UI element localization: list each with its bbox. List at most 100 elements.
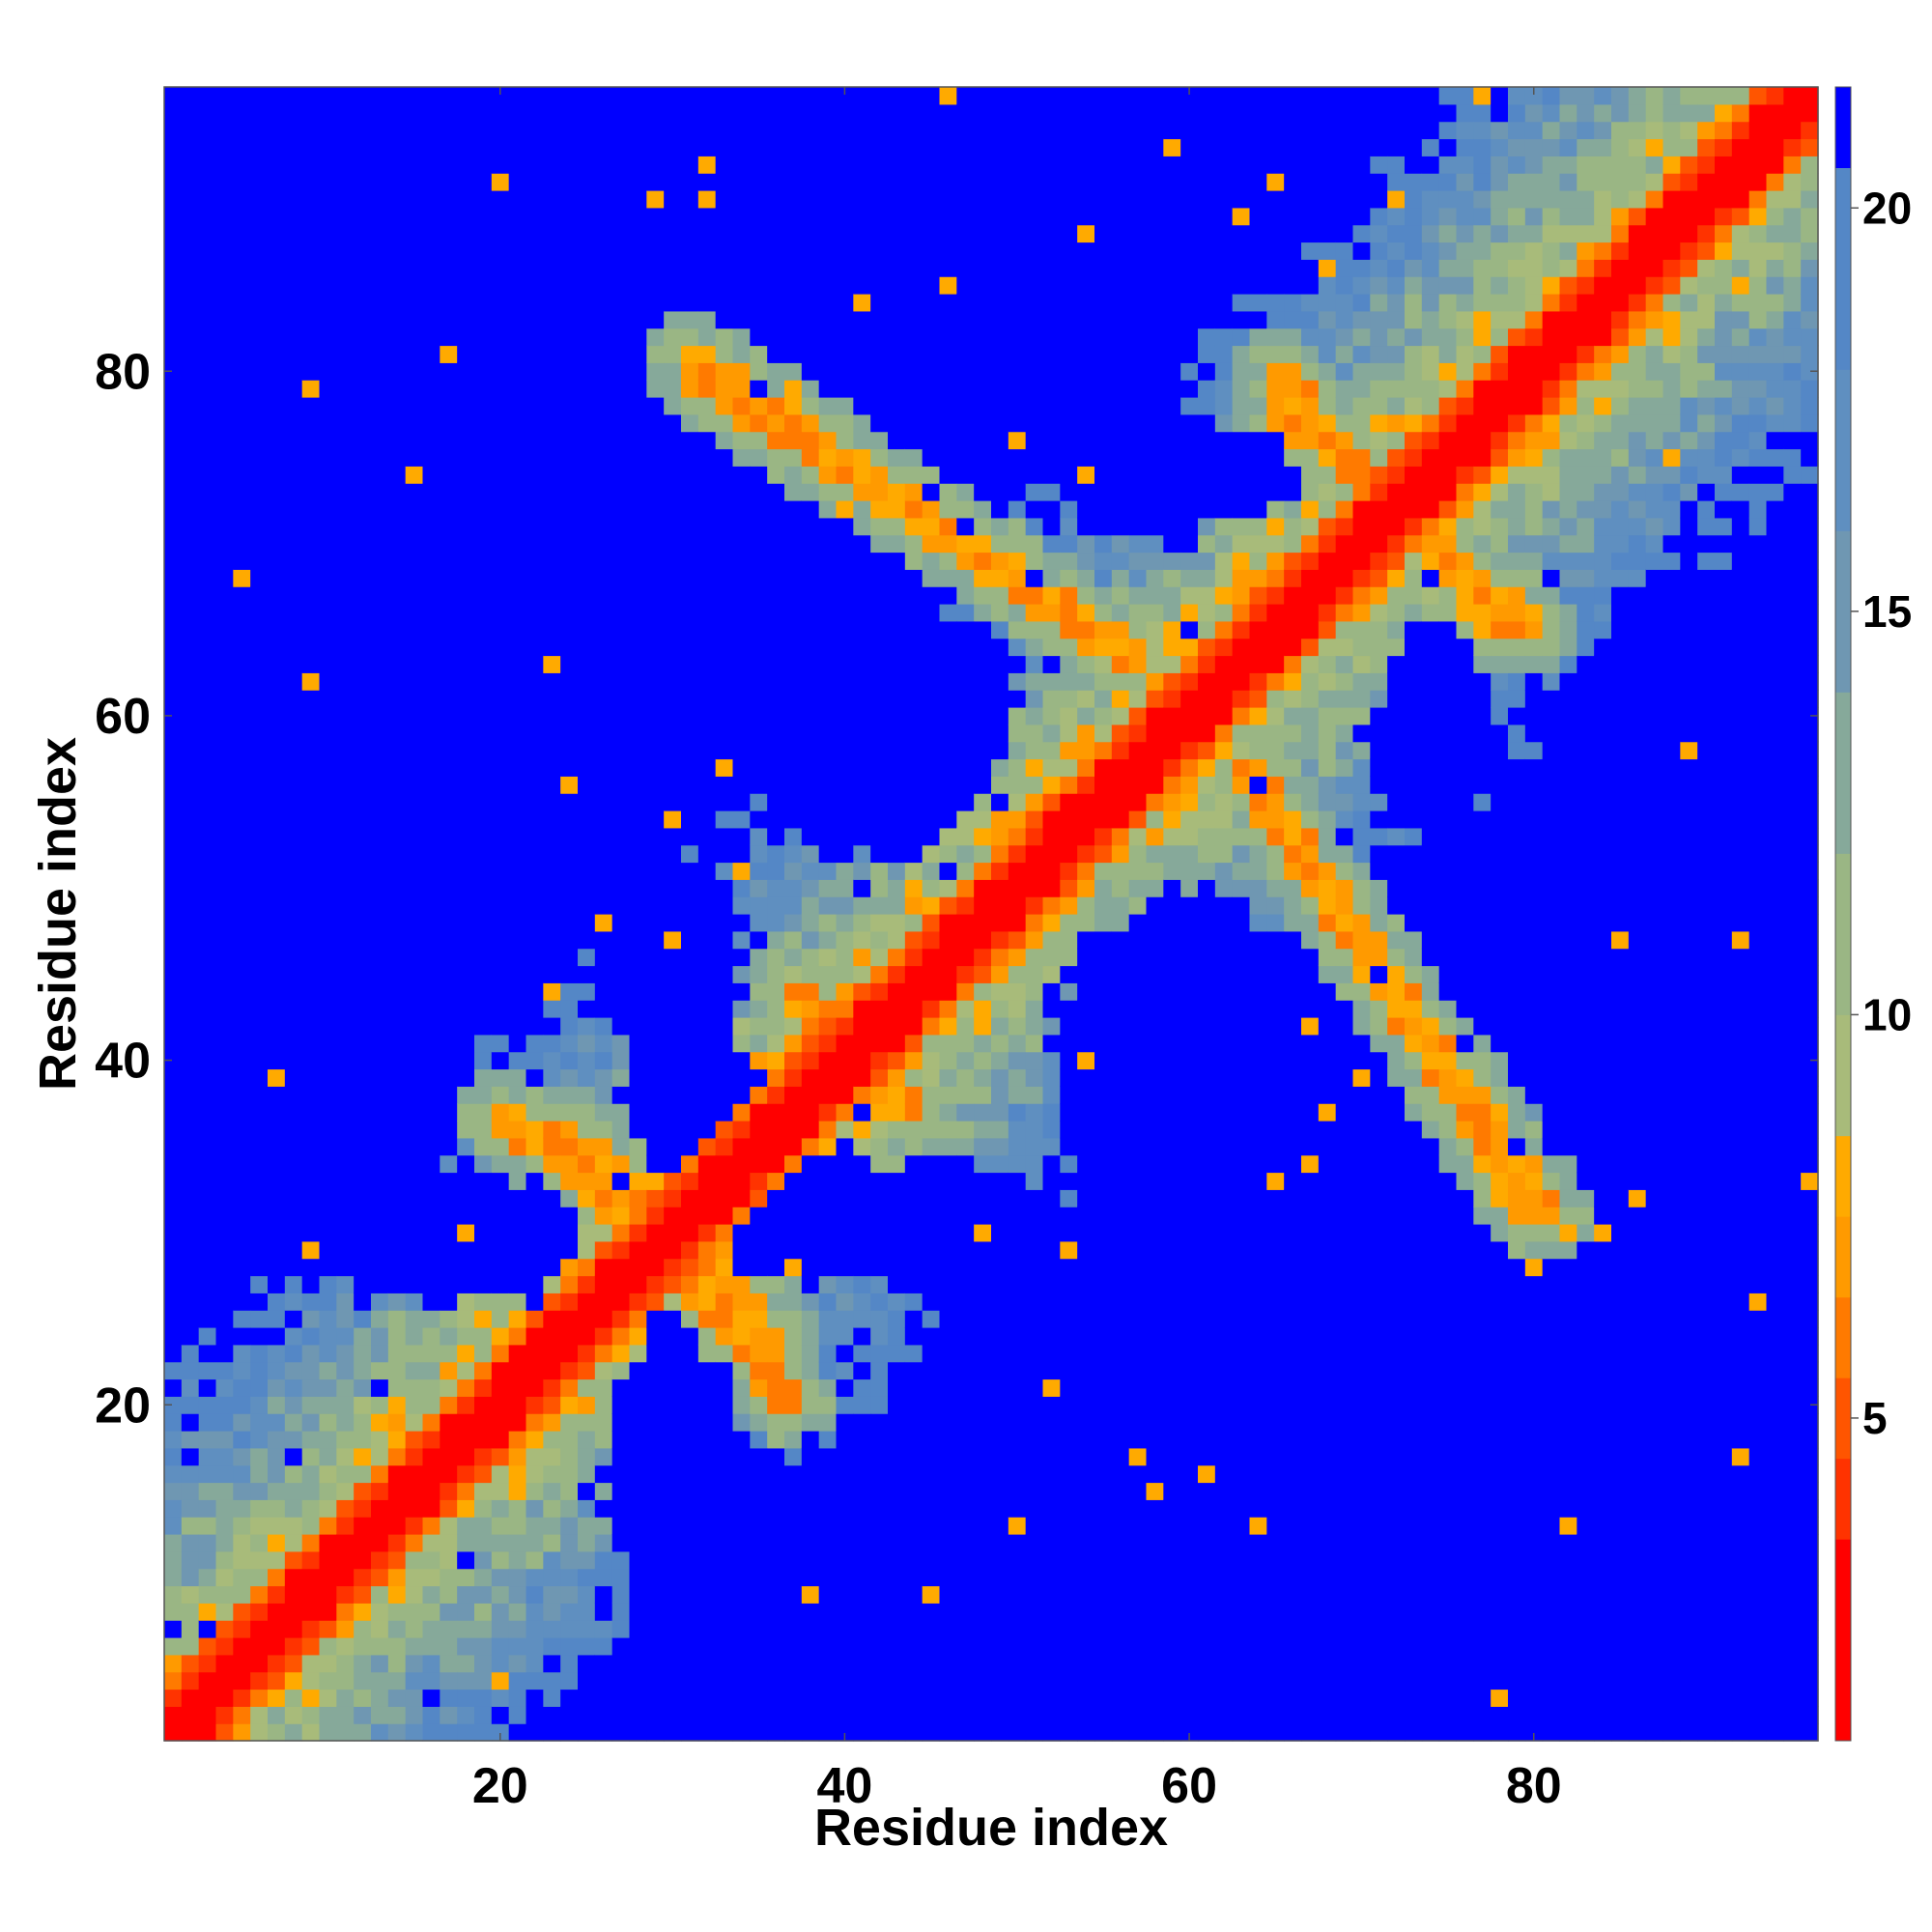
heatmap-cell <box>646 1706 665 1724</box>
heatmap-cell <box>991 965 1009 983</box>
heatmap-cell <box>578 914 596 932</box>
heatmap-cell <box>250 207 269 226</box>
heatmap-cell <box>767 1585 785 1604</box>
heatmap-cell <box>354 1034 372 1053</box>
heatmap-cell <box>284 896 303 915</box>
heatmap-cell <box>629 1654 647 1673</box>
heatmap-cell <box>387 1396 407 1414</box>
heatmap-cell <box>181 1568 200 1587</box>
heatmap-cell <box>1025 173 1044 191</box>
heatmap-cell <box>1025 466 1044 484</box>
heatmap-cell <box>853 431 871 450</box>
heatmap-cell <box>319 138 337 156</box>
heatmap-cell <box>697 672 717 691</box>
heatmap-cell <box>371 397 389 415</box>
heatmap-cell <box>750 604 768 622</box>
heatmap-cell <box>336 1275 355 1293</box>
heatmap-cell <box>354 327 372 347</box>
heatmap-cell <box>543 1499 561 1518</box>
heatmap-cell <box>336 87 355 105</box>
heatmap-cell <box>181 690 200 708</box>
heatmap-cell <box>474 1706 493 1724</box>
heatmap-cell <box>474 380 493 398</box>
heatmap-cell <box>870 604 889 622</box>
heatmap-cell <box>956 1534 975 1552</box>
heatmap-cell <box>646 552 665 570</box>
heatmap-cell <box>904 1723 923 1742</box>
heatmap-cell <box>198 724 217 743</box>
heatmap-cell <box>974 672 992 691</box>
heatmap-cell <box>440 879 458 897</box>
heatmap-cell <box>715 896 734 915</box>
heatmap-cell <box>870 413 889 433</box>
heatmap-cell <box>818 1189 838 1208</box>
heatmap-cell <box>836 1275 854 1293</box>
heatmap-cell <box>491 1000 510 1018</box>
heatmap-cell <box>974 620 992 639</box>
heatmap-cell <box>560 190 579 209</box>
heatmap-cell <box>440 362 458 381</box>
heatmap-cell <box>991 982 1009 1001</box>
heatmap-cell <box>784 604 803 622</box>
heatmap-cell <box>991 1654 1009 1673</box>
heatmap-cell <box>818 1396 838 1414</box>
heatmap-cell <box>336 327 355 347</box>
heatmap-cell <box>543 879 561 897</box>
heatmap-cell <box>939 1413 957 1432</box>
heatmap-cell <box>457 741 475 760</box>
heatmap-cell <box>405 1172 424 1190</box>
heatmap-cell <box>853 500 871 519</box>
heatmap-cell <box>250 431 269 450</box>
heatmap-cell <box>405 138 424 156</box>
heatmap-cell <box>767 672 785 691</box>
heatmap-cell <box>387 1499 407 1518</box>
heatmap-cell <box>594 552 613 570</box>
heatmap-cell <box>767 380 785 398</box>
heatmap-cell <box>870 173 889 191</box>
heatmap-cell <box>991 1137 1009 1156</box>
heatmap-cell <box>560 1103 579 1122</box>
heatmap-cell <box>750 1603 768 1621</box>
heatmap-cell <box>387 207 407 226</box>
heatmap-cell <box>405 930 424 950</box>
heatmap-cell <box>681 1464 699 1484</box>
heatmap-cell <box>405 1258 424 1277</box>
heatmap-cell <box>181 1550 200 1570</box>
heatmap-cell <box>164 1361 183 1380</box>
heatmap-cell <box>939 413 957 433</box>
heatmap-cell <box>405 1706 424 1724</box>
heatmap-cell <box>560 1000 579 1018</box>
heatmap-cell <box>784 207 803 226</box>
heatmap-cell <box>853 930 871 950</box>
heatmap-cell <box>1008 431 1027 450</box>
heatmap-cell <box>991 896 1009 915</box>
heatmap-cell <box>629 380 647 398</box>
heatmap-cell <box>371 224 389 243</box>
heatmap-cell <box>354 173 372 191</box>
heatmap-cell <box>629 1258 647 1277</box>
heatmap-cell <box>284 793 303 811</box>
heatmap-cell <box>681 1637 699 1656</box>
heatmap-cell <box>611 1293 631 1311</box>
heatmap-cell <box>904 1671 923 1690</box>
heatmap-cell <box>284 156 303 174</box>
heatmap-cell <box>732 741 751 760</box>
heatmap-cell <box>611 707 631 725</box>
heatmap-cell <box>508 1654 527 1673</box>
heatmap-cell <box>319 1344 337 1363</box>
heatmap-cell <box>991 810 1009 829</box>
heatmap-cell <box>354 552 372 570</box>
heatmap-cell <box>543 896 561 915</box>
heatmap-cell <box>164 1240 183 1260</box>
heatmap-cell <box>319 1137 337 1156</box>
heatmap-cell <box>526 1499 544 1518</box>
heatmap-cell <box>336 948 355 967</box>
heatmap-cell <box>853 1103 871 1122</box>
heatmap-cell <box>422 431 440 450</box>
heatmap-cell <box>646 793 665 811</box>
heatmap-cell <box>301 1431 321 1449</box>
heatmap-cell <box>836 638 854 657</box>
heatmap-cell <box>715 724 734 743</box>
heatmap-cell <box>215 1224 234 1242</box>
heatmap-cell <box>611 1224 631 1242</box>
